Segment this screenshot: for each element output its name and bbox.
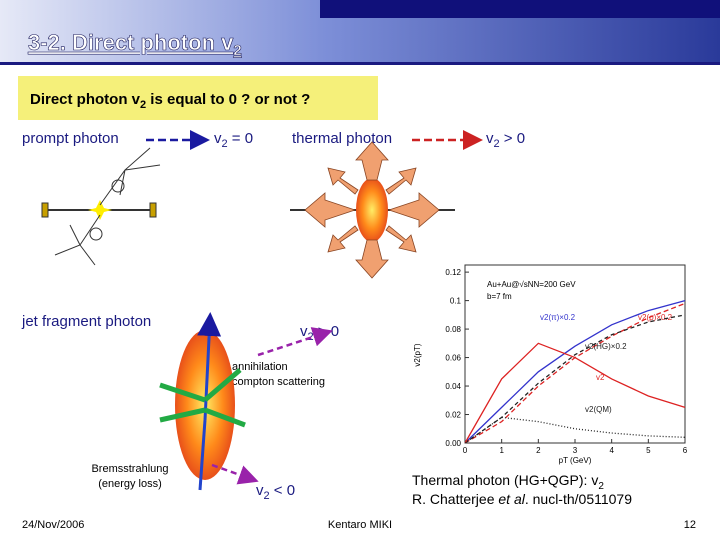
series-label: v2(HG)×0.2 (585, 342, 627, 351)
x-tick-label: 1 (499, 446, 504, 455)
brems: Bremsstrahlung (91, 463, 168, 475)
plot: 0.00 0.02 0.04 0.06 0.08 0.1 0.12 0 1 2 3 4 5 6 pT (Ge… (413, 264, 688, 465)
series-label: v2 (596, 373, 605, 382)
title-text: 3-2. Direct photon v (28, 30, 234, 55)
series-line (464, 299, 686, 444)
thermal-v2: v2 > 0 (486, 130, 525, 150)
y-tick-label: 0.08 (445, 325, 461, 334)
jet-label: jet fragment photon (21, 313, 151, 330)
series-label: v2(ρ)×0.2 (638, 313, 673, 322)
x-tick-label: 2 (536, 446, 541, 455)
thermal-label: thermal photon (292, 130, 392, 147)
y-tick-label: 0.1 (450, 297, 462, 306)
rel: > 0 (500, 130, 525, 147)
y-tick-label: 0.02 (445, 411, 461, 420)
annotation: Au+Au@√sNN=200 GeV (487, 280, 576, 289)
arrow (257, 327, 333, 357)
prompt-v2: v2 = 0 (214, 130, 253, 150)
arrow (211, 463, 259, 485)
compton: compton scattering (232, 376, 325, 388)
sub: 2 (264, 490, 270, 502)
ref-author: R. Chatterjee (412, 491, 498, 507)
v: v (486, 130, 494, 147)
x-tick-label: 4 (609, 446, 614, 455)
ref-line1: Thermal photon (HG+QGP): v2 (412, 472, 604, 492)
sub: 2 (222, 138, 228, 150)
footer-author: Kentaro MIKI (328, 519, 392, 531)
header-strip (320, 0, 720, 18)
prompt-label: prompt photon (22, 130, 119, 147)
footer-date: 24/Nov/2006 (22, 519, 84, 531)
y-tick-label: 0.06 (445, 354, 461, 363)
rel: < 0 (270, 482, 295, 499)
jet-diagram (159, 312, 246, 491)
x-tick-label: 0 (463, 446, 468, 455)
y-tick-label: 0.00 (445, 439, 461, 448)
page-number: 12 (684, 519, 696, 531)
series-label: v2(QM) (585, 405, 612, 414)
x-tick-label: 3 (573, 446, 578, 455)
series-line (464, 342, 686, 444)
x-tick-label: 5 (646, 446, 651, 455)
y-axis-label: v2(pT) (413, 343, 422, 366)
ref-etal: et al (498, 491, 525, 507)
annihilation: annihilation (232, 361, 288, 373)
ref-rest: . nucl-th/0511079 (525, 491, 632, 507)
series-line (464, 416, 686, 444)
series-label: v2(π)×0.2 (540, 313, 576, 322)
title-sub: 2 (233, 42, 241, 59)
series-line (464, 314, 686, 444)
q-b: is equal to 0 ? or not ? (146, 91, 310, 108)
ref-line2: R. Chatterjee et al. nucl-th/0511079 (412, 491, 632, 507)
y-tick-label: 0.04 (445, 382, 461, 391)
annotation: b=7 fm (487, 292, 512, 301)
v: v (256, 482, 264, 499)
question-box (18, 76, 378, 120)
header-rule (0, 62, 720, 65)
brems-v2: v2 < 0 (256, 482, 295, 502)
x-axis-label: pT (GeV) (559, 456, 592, 465)
v: v (214, 130, 222, 147)
thermal-diagram (290, 141, 455, 279)
slide-title: 3-2. Direct photon v2 (28, 30, 242, 59)
v: v (300, 323, 308, 340)
x-tick-label: 6 (683, 446, 688, 455)
y-tick-label: 0.12 (445, 268, 461, 277)
brems-sub: (energy loss) (98, 478, 162, 490)
prompt-diagram (41, 147, 161, 266)
question: Direct photon v2 is equal to 0 ? or not … (30, 91, 310, 111)
ref-text: Thermal photon (HG+QGP): v (412, 472, 598, 488)
q-a: Direct photon v (30, 91, 141, 108)
q-sub: 2 (140, 99, 146, 111)
sub: 2 (494, 138, 500, 150)
rel: = 0 (228, 130, 253, 147)
ref-sub: 2 (598, 481, 604, 492)
